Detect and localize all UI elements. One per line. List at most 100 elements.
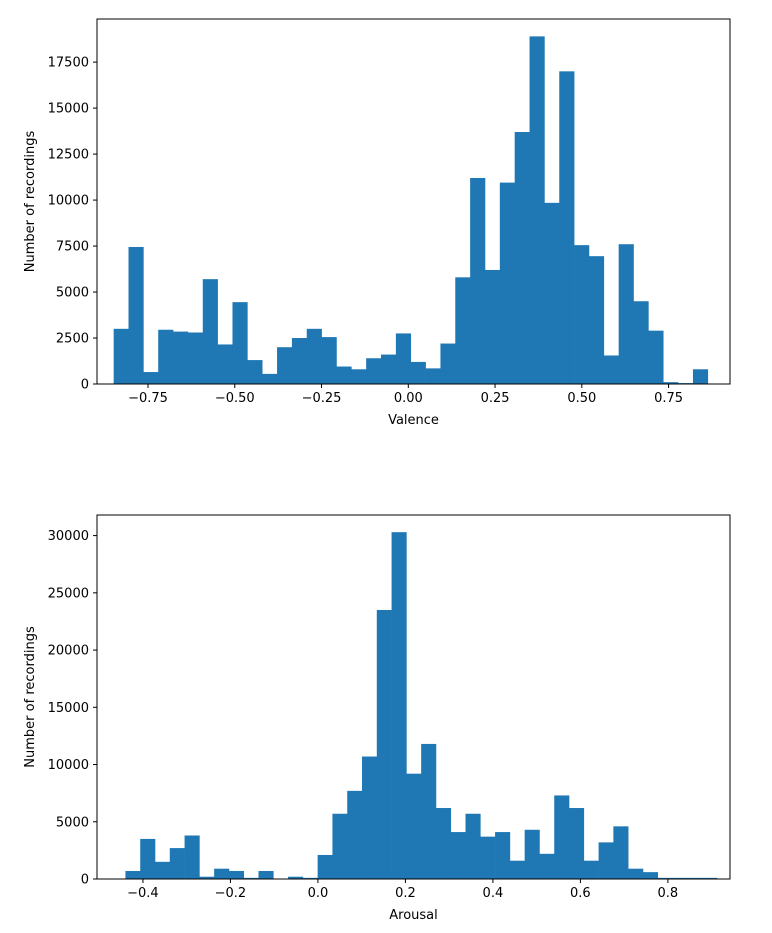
valence-bar (484, 269, 501, 384)
arousal-bar (554, 795, 570, 879)
valence-bar (514, 132, 530, 384)
arousal-bar (495, 832, 511, 879)
valence-x-tick-label: 0.25 (481, 391, 510, 406)
valence-bar (574, 245, 590, 384)
arousal-bar (199, 876, 215, 879)
valence-x-tick-label: 0.75 (654, 391, 683, 406)
arousal-x-axis-label: Arousal (389, 908, 438, 923)
valence-y-tick-label: 0 (81, 378, 89, 393)
arousal-y-tick-label: 10000 (48, 758, 89, 773)
valence-bar (588, 256, 605, 384)
arousal-bar (155, 861, 171, 879)
valence-bar (381, 354, 397, 384)
arousal-bar (258, 870, 274, 879)
arousal-bar (243, 877, 259, 879)
valence-bar (113, 328, 129, 384)
valence-y-tick-label: 2500 (56, 332, 89, 347)
arousal-bar (228, 870, 245, 879)
valence-bar (395, 333, 412, 384)
valence-y-axis-label: Number of recordings (23, 131, 38, 273)
valence-histogram: −0.75 −0.50 −0.25 0.00 0.25 0.50 0.75 0 2500 500… (23, 18, 731, 428)
arousal-bar (140, 838, 156, 879)
valence-y-tick-label: 5000 (56, 286, 89, 301)
valence-x-tick-label: −0.50 (215, 391, 255, 406)
valence-x-ticks: −0.75 −0.50 −0.25 0.00 0.25 0.50 0.75 (128, 384, 683, 406)
valence-bar (262, 373, 278, 384)
valence-bar (425, 368, 441, 384)
valence-x-tick-label: −0.25 (302, 391, 342, 406)
arousal-x-tick-label: 0.2 (395, 886, 416, 901)
valence-x-axis-label: Valence (388, 413, 439, 428)
arousal-bar (347, 790, 363, 879)
valence-bar (143, 372, 159, 384)
valence-y-tick-label: 10000 (48, 194, 89, 209)
arousal-bar (125, 870, 141, 879)
valence-bar (232, 302, 248, 384)
arousal-bar (569, 808, 585, 879)
valence-bar (187, 332, 204, 384)
valence-bar (291, 338, 308, 384)
valence-bar (366, 358, 382, 384)
arousal-bar (406, 773, 422, 879)
valence-bar (173, 331, 189, 384)
arousal-x-tick-label: 0.0 (308, 886, 329, 901)
arousal-histogram: −0.4 −0.2 0.0 0.2 0.4 0.6 0.8 0 5000 10000 15000 2… (23, 514, 731, 923)
arousal-bar (302, 877, 318, 879)
arousal-bar (317, 854, 333, 879)
arousal-x-tick-label: −0.4 (127, 886, 159, 901)
valence-bar (648, 330, 664, 384)
arousal-bar (583, 860, 599, 879)
valence-y-tick-label: 15000 (48, 102, 89, 117)
arousal-bar (642, 872, 659, 879)
arousal-bar (628, 868, 644, 879)
arousal-x-ticks: −0.4 −0.2 0.0 0.2 0.4 0.6 0.8 (127, 879, 678, 901)
arousal-bar (288, 876, 304, 879)
arousal-bar (613, 826, 629, 879)
arousal-bar (598, 842, 614, 879)
arousal-bar (657, 877, 673, 879)
arousal-x-tick-label: 0.4 (483, 886, 504, 901)
valence-bars (113, 36, 709, 384)
valence-bar (544, 202, 560, 384)
valence-bar (158, 329, 174, 384)
valence-bar (618, 244, 634, 384)
valence-bar (559, 71, 575, 384)
valence-bar (202, 279, 218, 384)
arousal-y-tick-label: 0 (81, 873, 89, 888)
arousal-bars (125, 532, 718, 879)
valence-y-ticks: 0 2500 5000 7500 10000 12500 15000 17500 (48, 56, 97, 393)
valence-bar (440, 343, 456, 384)
arousal-y-tick-label: 5000 (56, 815, 89, 830)
arousal-x-tick-label: 0.8 (658, 886, 679, 901)
valence-bar (410, 361, 426, 384)
arousal-bar (332, 813, 348, 879)
valence-axes-frame (96, 18, 731, 385)
valence-bar (306, 328, 322, 384)
valence-bar (663, 382, 679, 384)
arousal-bar (702, 877, 718, 879)
valence-x-tick-label: −0.75 (128, 391, 168, 406)
valence-bar (470, 178, 486, 384)
valence-y-tick-label: 7500 (56, 240, 89, 255)
valence-bar (336, 366, 352, 384)
valence-y-tick-label: 12500 (48, 148, 89, 163)
valence-bar (499, 182, 515, 384)
arousal-y-tick-label: 30000 (48, 529, 89, 544)
valence-bar (351, 369, 367, 384)
arousal-bar (672, 877, 688, 879)
valence-bar (455, 277, 471, 384)
arousal-bar (539, 853, 555, 879)
arousal-axes-frame (96, 514, 731, 880)
arousal-x-tick-label: −0.2 (215, 886, 247, 901)
arousal-y-ticks: 0 5000 10000 15000 20000 25000 30000 (48, 529, 97, 888)
arousal-bar (376, 610, 392, 879)
arousal-bar (391, 532, 407, 879)
valence-bar (321, 337, 337, 384)
arousal-bar (524, 829, 540, 879)
arousal-bar (362, 756, 378, 879)
valence-bar (633, 301, 649, 384)
arousal-bar (214, 868, 230, 879)
valence-bar (217, 344, 233, 384)
arousal-bar (509, 860, 525, 879)
